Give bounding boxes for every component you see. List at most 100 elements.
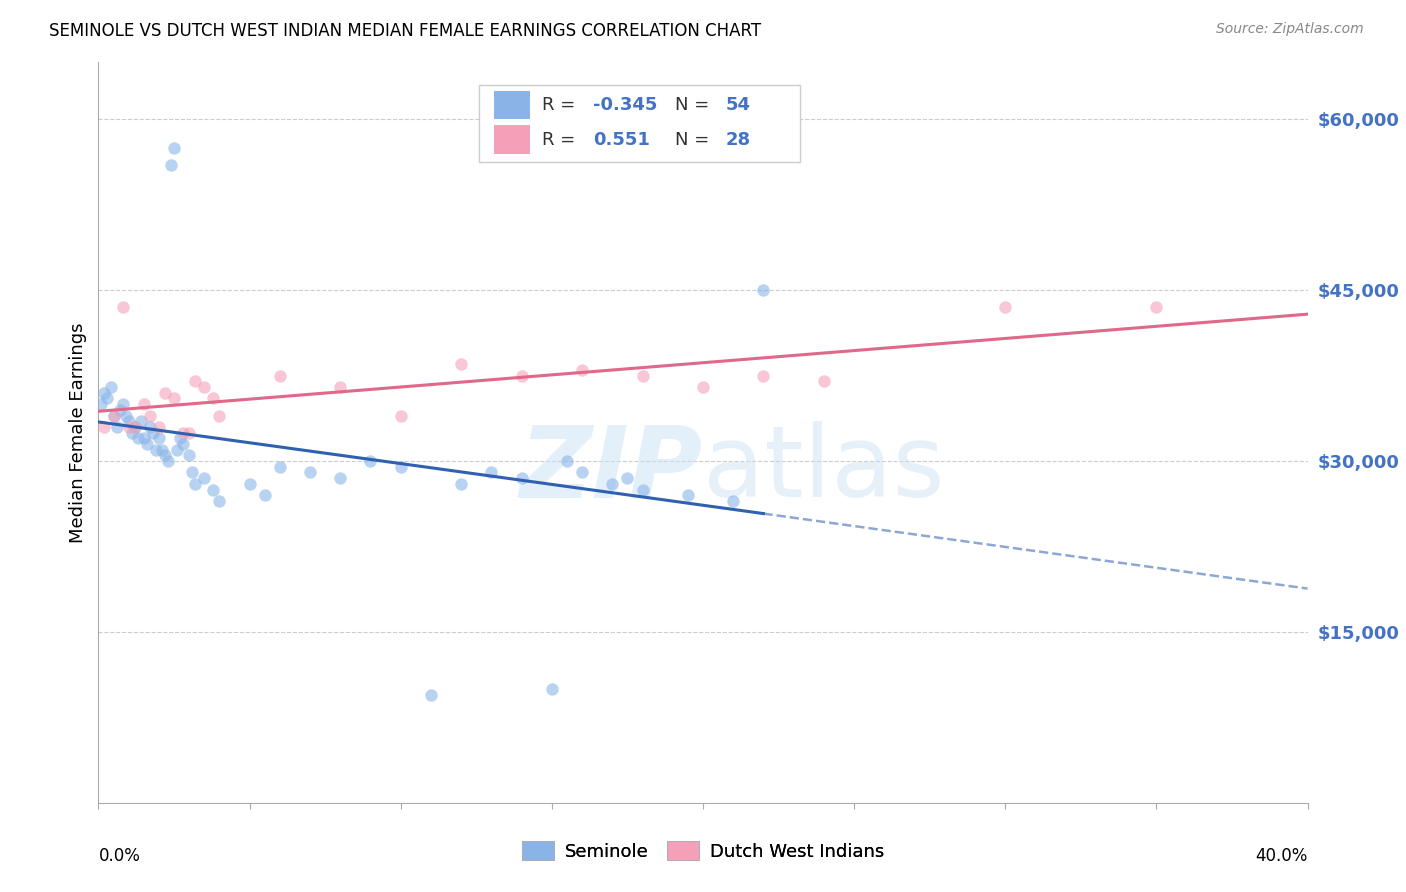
Point — [172, 437, 194, 451]
Point — [202, 483, 225, 497]
Text: 28: 28 — [725, 131, 751, 149]
Point — [571, 363, 593, 377]
Point — [389, 409, 412, 423]
Legend: Seminole, Dutch West Indians: Seminole, Dutch West Indians — [515, 834, 891, 868]
Point — [103, 409, 125, 423]
Point — [184, 476, 207, 491]
Point — [156, 454, 179, 468]
Point — [139, 420, 162, 434]
Point — [253, 488, 276, 502]
Point — [450, 357, 472, 371]
Point — [172, 425, 194, 440]
Point — [103, 409, 125, 423]
Point — [208, 494, 231, 508]
Point — [450, 476, 472, 491]
Point — [90, 397, 112, 411]
Point — [631, 368, 654, 383]
Text: Source: ZipAtlas.com: Source: ZipAtlas.com — [1216, 22, 1364, 37]
Point — [181, 466, 204, 480]
Y-axis label: Median Female Earnings: Median Female Earnings — [69, 322, 87, 543]
Point — [723, 494, 745, 508]
Point — [329, 380, 352, 394]
Point — [93, 385, 115, 400]
Point — [139, 409, 162, 423]
Text: ZIP: ZIP — [520, 421, 703, 518]
Point — [129, 414, 152, 428]
Point — [555, 454, 578, 468]
Point — [150, 442, 173, 457]
Point — [132, 397, 155, 411]
Point — [510, 368, 533, 383]
Point — [329, 471, 352, 485]
Point — [193, 380, 215, 394]
Point — [602, 476, 624, 491]
Point — [360, 454, 382, 468]
Point — [676, 488, 699, 502]
Point — [135, 437, 157, 451]
Point — [481, 466, 503, 480]
Point — [179, 449, 201, 463]
Text: 0.0%: 0.0% — [98, 847, 141, 865]
Point — [269, 368, 291, 383]
Point — [163, 141, 186, 155]
Text: N =: N = — [675, 96, 716, 114]
Point — [111, 301, 134, 315]
Point — [132, 431, 155, 445]
Point — [239, 476, 262, 491]
Point — [163, 392, 186, 406]
Point — [142, 425, 165, 440]
Text: N =: N = — [675, 131, 716, 149]
Text: 40.0%: 40.0% — [1256, 847, 1308, 865]
Point — [631, 483, 654, 497]
Point — [153, 385, 176, 400]
Text: 54: 54 — [725, 96, 751, 114]
Point — [118, 414, 141, 428]
Point — [510, 471, 533, 485]
Text: SEMINOLE VS DUTCH WEST INDIAN MEDIAN FEMALE EARNINGS CORRELATION CHART: SEMINOLE VS DUTCH WEST INDIAN MEDIAN FEM… — [49, 22, 761, 40]
Point — [208, 409, 231, 423]
Point — [193, 471, 215, 485]
Point — [269, 459, 291, 474]
Point — [299, 466, 322, 480]
Point — [118, 420, 141, 434]
FancyBboxPatch shape — [494, 91, 530, 120]
Point — [616, 471, 638, 485]
Point — [752, 368, 775, 383]
Point — [145, 442, 167, 457]
Text: R =: R = — [543, 96, 581, 114]
Point — [692, 380, 714, 394]
Point — [160, 158, 183, 172]
Point — [169, 431, 191, 445]
Point — [108, 402, 131, 417]
Point — [202, 392, 225, 406]
Point — [114, 409, 136, 423]
Point — [540, 681, 562, 696]
Point — [994, 301, 1017, 315]
Point — [813, 375, 835, 389]
Point — [184, 375, 207, 389]
Point — [100, 380, 122, 394]
Point — [389, 459, 412, 474]
Point — [111, 397, 134, 411]
Point — [93, 420, 115, 434]
Point — [148, 420, 170, 434]
Point — [124, 420, 146, 434]
FancyBboxPatch shape — [479, 85, 800, 162]
Point — [153, 449, 176, 463]
Text: -0.345: -0.345 — [593, 96, 658, 114]
Point — [96, 392, 118, 406]
Point — [1144, 301, 1167, 315]
Point — [148, 431, 170, 445]
Text: 0.551: 0.551 — [593, 131, 650, 149]
Point — [179, 425, 201, 440]
Point — [127, 431, 149, 445]
Point — [166, 442, 188, 457]
Point — [121, 425, 143, 440]
Point — [105, 420, 128, 434]
Point — [420, 688, 443, 702]
Text: atlas: atlas — [703, 421, 945, 518]
Text: R =: R = — [543, 131, 581, 149]
Point — [752, 283, 775, 297]
Point — [571, 466, 593, 480]
FancyBboxPatch shape — [494, 126, 530, 153]
